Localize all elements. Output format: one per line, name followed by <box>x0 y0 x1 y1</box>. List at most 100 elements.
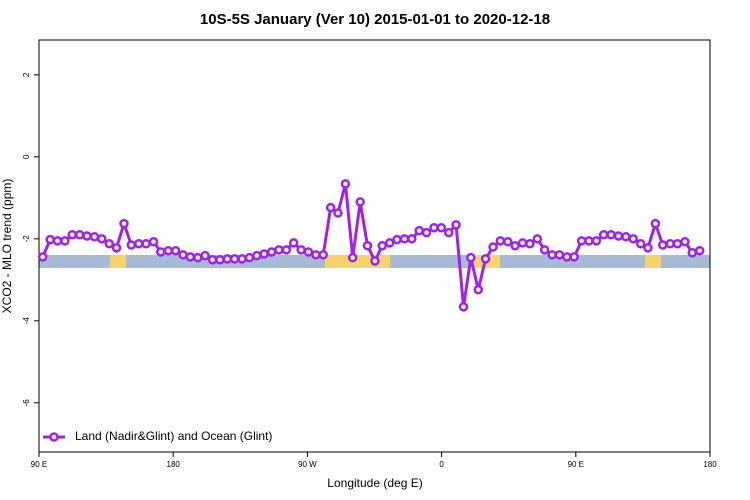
point <box>104 238 114 249</box>
point <box>207 254 218 265</box>
point <box>444 227 454 238</box>
point <box>296 245 306 255</box>
point <box>362 241 373 251</box>
point <box>229 254 240 264</box>
point <box>237 254 247 264</box>
y-axis-label: XCO2 - MLO trend (ppm) <box>0 179 14 314</box>
point <box>89 232 100 242</box>
point <box>384 238 395 248</box>
point <box>539 245 550 255</box>
point <box>215 254 225 265</box>
point <box>119 218 129 229</box>
point <box>473 284 484 295</box>
point <box>60 236 70 246</box>
legend-label: Land (Nadir&Glint) and Ocean (Glint) <box>75 429 272 443</box>
point <box>111 243 122 253</box>
point <box>672 238 683 249</box>
point <box>281 245 292 255</box>
point <box>458 302 469 312</box>
y-tick-label: 0 <box>22 154 31 159</box>
point <box>45 234 55 245</box>
point <box>252 250 262 261</box>
point <box>340 179 351 189</box>
point <box>288 238 299 248</box>
point <box>259 249 269 259</box>
point <box>325 202 336 213</box>
point <box>318 250 328 260</box>
point <box>414 225 424 236</box>
point <box>97 234 107 244</box>
point <box>37 252 48 262</box>
point <box>399 234 410 244</box>
point <box>274 245 284 255</box>
point <box>370 256 380 266</box>
point <box>650 218 661 229</box>
point <box>598 229 609 240</box>
point <box>266 247 277 257</box>
chart-title: 10S-5S January (Ver 10) 2015-01-01 to 20… <box>200 11 550 28</box>
x-tick-label: 90 E <box>31 460 47 469</box>
plot-frame <box>38 39 711 453</box>
point <box>377 241 388 251</box>
point <box>156 247 166 257</box>
legend-marker <box>49 432 59 442</box>
point <box>178 250 188 260</box>
point <box>436 223 447 233</box>
point <box>67 229 78 240</box>
point <box>74 229 85 240</box>
point <box>517 238 528 248</box>
point <box>141 238 151 249</box>
point <box>193 252 203 263</box>
point <box>148 236 159 247</box>
y-tick-label: -2 <box>22 235 31 243</box>
point <box>525 238 535 249</box>
point <box>222 254 233 264</box>
x-tick-label: 0 <box>439 460 444 469</box>
point <box>562 252 572 262</box>
point <box>635 238 646 249</box>
point <box>82 231 92 241</box>
point <box>333 208 343 218</box>
x-axis-label: Longitude (deg E) <box>327 476 422 490</box>
point <box>687 248 698 258</box>
point <box>628 234 638 244</box>
point <box>311 250 321 260</box>
point <box>303 247 314 257</box>
point <box>606 229 616 240</box>
point <box>480 254 491 264</box>
point <box>429 223 439 233</box>
y-tick-label: -4 <box>22 317 31 325</box>
point <box>643 243 653 253</box>
point <box>584 236 594 246</box>
x-tick-label: 90 E <box>568 460 584 469</box>
point <box>510 241 520 251</box>
point <box>569 252 579 262</box>
point <box>392 234 402 245</box>
point <box>495 236 506 246</box>
x-tick-label: 180 <box>167 460 181 469</box>
point <box>657 240 668 250</box>
point <box>170 245 181 256</box>
point <box>694 245 705 256</box>
point <box>244 252 255 263</box>
x-tick-label: 180 <box>703 460 717 469</box>
point <box>532 234 543 244</box>
y-tick-label: 2 <box>22 72 31 77</box>
point <box>547 250 557 260</box>
x-tick-label: 90 W <box>298 460 317 469</box>
point <box>466 252 476 263</box>
point <box>407 234 417 244</box>
point <box>134 238 144 249</box>
point <box>126 240 137 250</box>
point <box>200 250 210 261</box>
point <box>554 250 565 260</box>
point <box>52 236 63 246</box>
y-tick-label: -6 <box>22 399 31 407</box>
point <box>451 220 461 230</box>
point <box>185 252 196 262</box>
point <box>665 238 675 249</box>
point <box>488 242 498 252</box>
point <box>503 236 513 247</box>
point <box>576 236 587 246</box>
